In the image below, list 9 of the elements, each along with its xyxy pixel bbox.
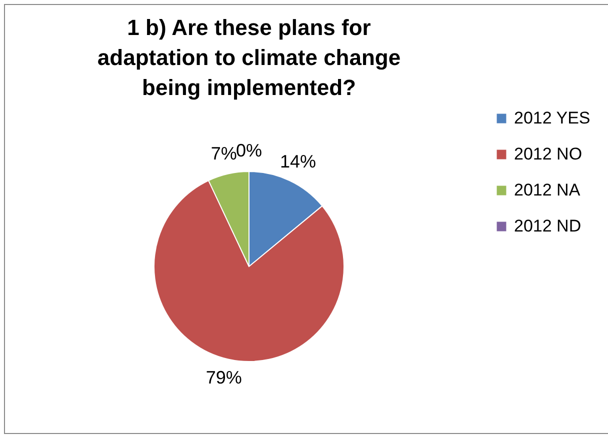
text: 0% bbox=[236, 140, 262, 160]
legend-label: 2012 YES bbox=[514, 108, 590, 128]
data-label: 7% bbox=[210, 143, 237, 164]
legend-label: 2012 ND bbox=[514, 216, 582, 236]
data-label: 14% bbox=[280, 151, 316, 172]
data-label: 79% bbox=[206, 368, 242, 388]
legend-label: 2012 NO bbox=[514, 144, 582, 164]
legend-label: 2012 NA bbox=[514, 180, 581, 200]
chart-title: 1 b) Are these plans for adaptation to climate change being implemented? bbox=[97, 15, 401, 100]
